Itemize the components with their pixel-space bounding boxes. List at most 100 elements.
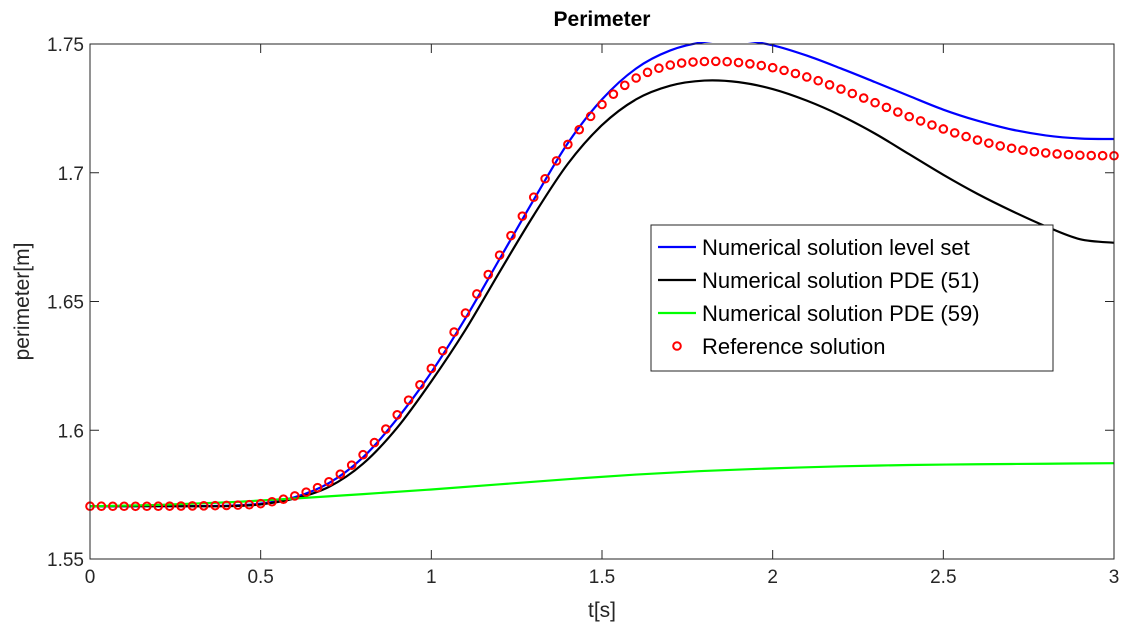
- y-tick-label: 1.55: [47, 550, 84, 571]
- series-4-marker: [437, 345, 448, 356]
- series-4-marker: [187, 501, 198, 511]
- axes: 0 0.5 1 1.5 2 2.5 3 1.55 1.6 1.65 1.7 1.75: [47, 35, 1119, 588]
- series-4-marker: [449, 327, 459, 337]
- series-4-marker: [870, 97, 880, 108]
- series-4-marker: [699, 56, 710, 67]
- series-4-marker: [949, 128, 960, 138]
- series-4-marker: [642, 67, 653, 78]
- series-4-marker: [528, 192, 539, 203]
- y-tick-label: 1.7: [58, 164, 84, 185]
- x-tick-label: 3: [1109, 567, 1120, 588]
- series-4-marker: [665, 60, 676, 70]
- legend-label: Numerical solution PDE (51): [702, 268, 980, 293]
- series-4-marker: [688, 57, 698, 67]
- series-4-marker: [335, 469, 346, 479]
- series-4-marker: [847, 88, 858, 99]
- series-4-marker: [210, 500, 220, 511]
- series-4-marker: [984, 138, 994, 148]
- series-4-marker: [904, 111, 915, 122]
- series-4-marker: [278, 494, 289, 504]
- series-4-marker: [654, 63, 664, 74]
- x-tick-label: 1.5: [589, 567, 615, 588]
- series-4-marker: [426, 363, 437, 374]
- plot-area: [85, 42, 1119, 512]
- series-4-marker: [301, 487, 311, 497]
- series-4-marker: [142, 501, 152, 512]
- series-4-marker: [631, 73, 641, 83]
- series-4-marker: [824, 80, 835, 90]
- series-4-marker: [836, 84, 846, 94]
- series-4-marker: [1075, 150, 1085, 161]
- series-4-marker: [676, 58, 687, 68]
- y-tick-label: 1.6: [58, 421, 84, 442]
- series-4-marker: [267, 496, 277, 507]
- series-4-marker: [198, 501, 209, 511]
- series-4-marker: [517, 211, 528, 221]
- series-4-marker: [153, 501, 164, 512]
- legend-box: [650, 224, 1054, 372]
- series-4-marker: [585, 111, 596, 122]
- series-4-marker: [255, 498, 266, 509]
- series-4-marker: [881, 102, 892, 113]
- series-4-marker: [506, 230, 516, 241]
- series-4-marker: [107, 501, 118, 512]
- series-4-marker: [619, 80, 630, 91]
- series-2-line: [90, 79, 1114, 508]
- series-4-marker: [176, 501, 186, 511]
- series-4-marker: [244, 499, 255, 510]
- series-4-marker: [995, 141, 1006, 151]
- series-4-marker: [745, 59, 755, 69]
- series-4-marker: [563, 139, 573, 150]
- legend-label: Reference solution: [702, 334, 885, 359]
- x-tick-label: 0.5: [247, 567, 273, 588]
- series-4-marker: [733, 57, 744, 68]
- series-4-marker: [802, 72, 812, 82]
- series-4-marker: [381, 424, 391, 434]
- legend-marker-swatch: [672, 341, 682, 351]
- series-4-marker: [312, 482, 323, 493]
- series-4-marker: [1063, 149, 1074, 160]
- series-4-marker: [927, 120, 937, 130]
- series-4-marker: [608, 89, 619, 99]
- series-4-marker: [1097, 150, 1108, 161]
- series-4-marker: [710, 56, 721, 67]
- series-4-marker: [756, 60, 767, 71]
- x-tick-label: 2: [767, 567, 778, 588]
- series-4-marker: [1052, 149, 1062, 159]
- series-4-marker: [961, 131, 971, 142]
- series-4-marker: [722, 56, 732, 67]
- series-4-marker: [96, 501, 107, 512]
- series-4-marker: [1029, 146, 1040, 157]
- series-4-marker: [415, 380, 425, 390]
- x-axis-label: t[s]: [588, 599, 616, 622]
- series-4-marker: [324, 476, 334, 487]
- series-4-marker: [290, 491, 300, 501]
- series-4-marker: [358, 449, 368, 460]
- series-4-marker: [551, 156, 562, 166]
- series-4-marker: [233, 500, 243, 510]
- series-4-marker: [130, 501, 141, 512]
- y-tick-label: 1.65: [47, 293, 84, 314]
- x-tick-label: 1: [426, 567, 437, 588]
- y-axis-label: perimeter[m]: [11, 243, 34, 361]
- series-4-marker: [858, 93, 869, 103]
- series-4-marker: [813, 75, 823, 86]
- legend-label: Numerical solution PDE (59): [702, 301, 980, 326]
- series-4-marker: [915, 116, 926, 126]
- x-tick-label: 2.5: [930, 567, 956, 588]
- series-4-marker: [938, 124, 949, 134]
- series-4-marker: [369, 437, 380, 448]
- series-4-marker: [790, 68, 801, 79]
- series-4-marker: [1086, 150, 1097, 161]
- series-4-marker: [164, 501, 175, 511]
- series-4-marker: [403, 395, 414, 405]
- series-4-marker: [346, 460, 357, 470]
- series-4-marker: [767, 62, 778, 73]
- x-tick-label: 0: [85, 567, 96, 588]
- series-4-marker: [893, 107, 903, 117]
- chart-title: Perimeter: [554, 8, 651, 31]
- series-4-marker: [494, 250, 505, 260]
- series-4-marker: [779, 65, 789, 76]
- legend: Numerical solution level set Numerical so…: [650, 224, 1054, 372]
